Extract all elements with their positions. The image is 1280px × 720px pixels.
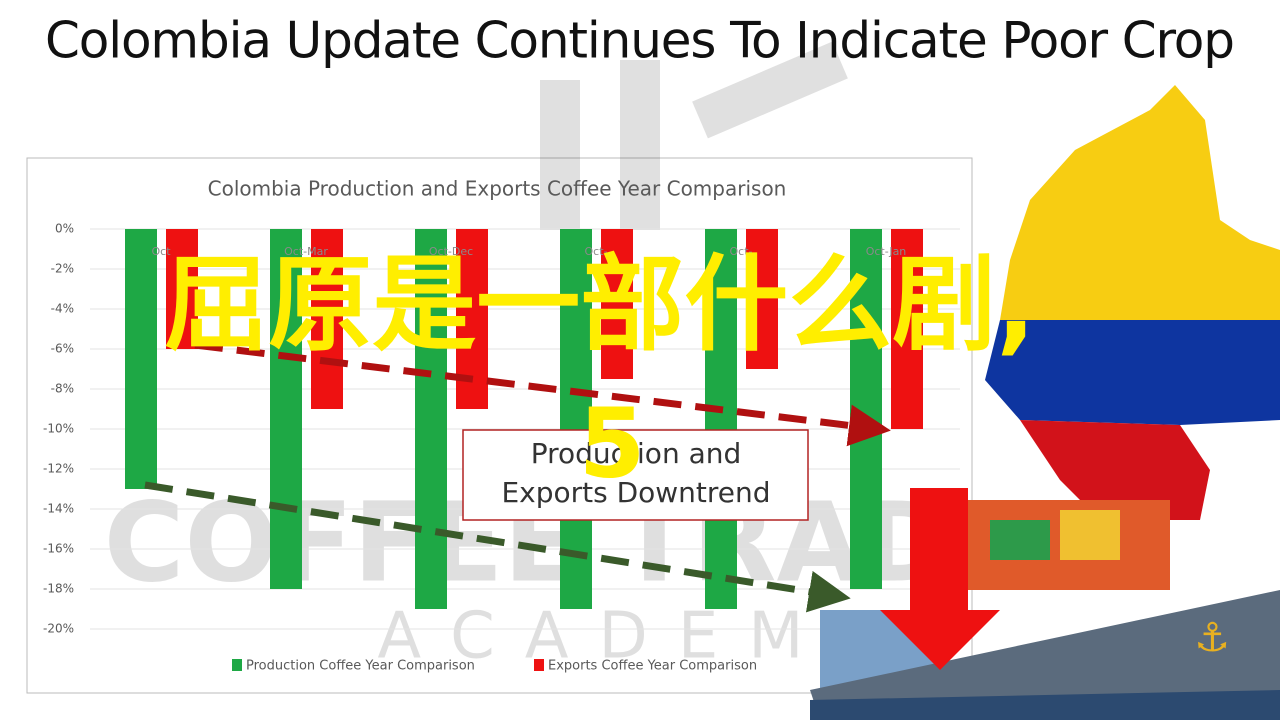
annotation-text: Exports Downtrend <box>501 476 770 509</box>
y-tick-label: -20% <box>43 622 74 636</box>
x-tick-label: Oct-Dec <box>429 245 473 258</box>
overlay-number: 5 <box>579 387 646 499</box>
bar <box>705 229 737 609</box>
trend-arrow <box>194 341 891 447</box>
x-tick-label: Oct- <box>585 245 608 258</box>
x-tick-label: Oct-Mar <box>284 245 328 258</box>
x-tick-label: Oct <box>151 245 171 258</box>
bar <box>311 229 343 409</box>
y-tick-label: -12% <box>43 462 74 476</box>
legend-swatch <box>232 659 242 671</box>
y-tick-label: -18% <box>43 582 74 596</box>
bar <box>560 229 592 609</box>
legend-label: Production Coffee Year Comparison <box>246 659 475 674</box>
y-tick-label: -4% <box>51 302 74 316</box>
map-illustration <box>985 85 1280 520</box>
legend-swatch <box>534 659 544 671</box>
overlay-text: 屈原是一部什么剧, <box>164 243 1036 365</box>
annotation-text: Production and <box>531 437 742 470</box>
legend-label: Exports Coffee Year Comparison <box>548 659 757 674</box>
y-tick-label: -8% <box>51 382 74 396</box>
bar <box>125 229 157 489</box>
bar <box>415 229 447 609</box>
y-tick-label: -2% <box>51 262 74 276</box>
y-tick-label: -16% <box>43 542 74 556</box>
annotation-box <box>462 429 809 521</box>
trend-arrow <box>144 481 851 613</box>
watermark-text: ACADEMY <box>377 600 902 674</box>
y-tick-label: 0% <box>55 222 74 236</box>
anchor-icon: ⚓ <box>1194 615 1230 661</box>
y-tick-label: -10% <box>43 422 74 436</box>
y-tick-label: -14% <box>43 502 74 516</box>
bar <box>166 229 198 349</box>
x-tick-label: Oct-Jan <box>866 245 907 258</box>
bar <box>270 229 302 589</box>
bar <box>746 229 778 369</box>
ship-illustration: ⚓ <box>810 488 1280 720</box>
x-tick-label: Oct- <box>730 245 753 258</box>
slide-title: Colombia Update Continues To Indicate Po… <box>45 12 1235 70</box>
bar <box>601 229 633 379</box>
chart-title: Colombia Production and Exports Coffee Y… <box>208 177 787 201</box>
bar <box>891 229 923 429</box>
y-tick-label: -6% <box>51 342 74 356</box>
